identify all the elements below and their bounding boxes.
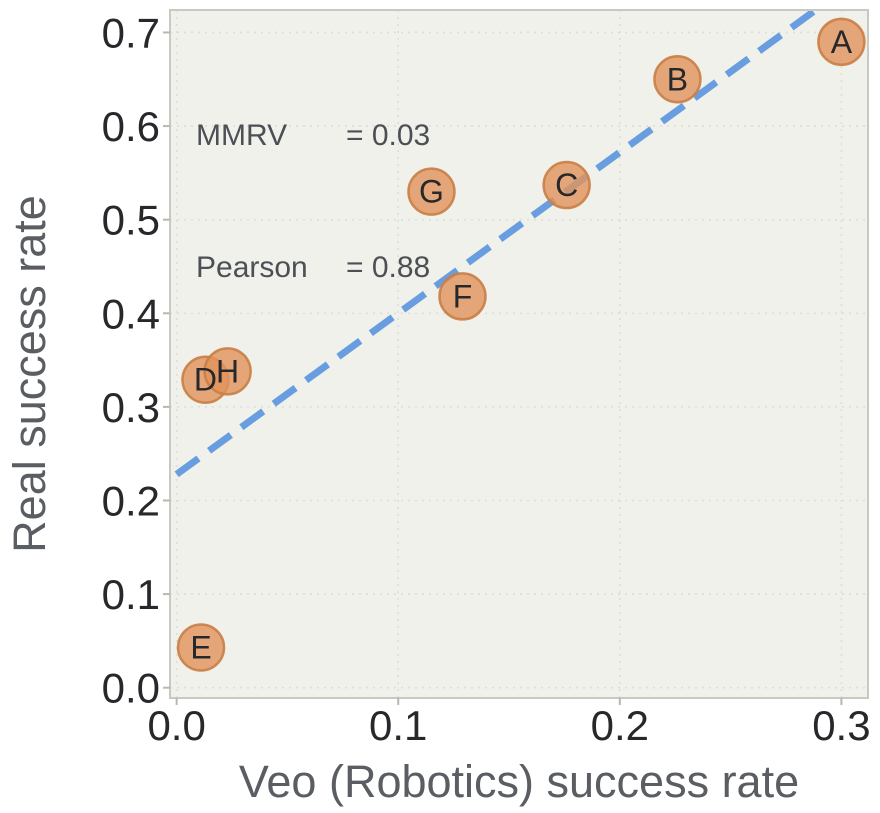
data-point-E — [176, 623, 226, 672]
data-point-C — [542, 160, 591, 210]
data-point-label-C: C — [555, 167, 578, 203]
data-point-F — [438, 272, 487, 321]
x-tick-label: 0.2 — [591, 702, 649, 749]
trend-line — [174, 10, 818, 478]
x-tick-label: 0.1 — [369, 702, 427, 749]
x-tick-label: 0.3 — [812, 702, 870, 749]
data-point-A — [817, 17, 866, 67]
data-point-label-B: B — [667, 61, 688, 97]
y-tick-label: 0.5 — [102, 197, 160, 244]
y-tick-label: 0.0 — [102, 665, 160, 712]
pearson-annotation-line: Pearson = 0.88 — [196, 246, 430, 290]
data-point-H — [203, 347, 252, 396]
plot-background — [170, 10, 868, 698]
y-tick-label: 0.1 — [102, 571, 160, 618]
plot-border — [169, 9, 869, 699]
y-tick-label: 0.7 — [102, 9, 160, 56]
data-point-B — [653, 55, 702, 104]
mmrv-label: MMRV — [196, 119, 288, 152]
data-point-G — [407, 167, 456, 216]
mmrv-value: = 0.03 — [346, 119, 431, 152]
pearson-label: Pearson — [196, 251, 308, 284]
y-tick-label: 0.4 — [102, 290, 160, 337]
data-point-label-G: G — [419, 174, 444, 210]
data-point-label-E: E — [190, 629, 211, 665]
x-axis-title: Veo (Robotics) success rate — [238, 756, 800, 807]
y-axis-title: Real success rate — [4, 195, 55, 553]
mmrv-annotation-line: MMRV = 0.03 — [196, 114, 430, 158]
pearson-value: = 0.88 — [346, 251, 431, 284]
y-tick-label: 0.3 — [102, 384, 160, 431]
stats-annotation: MMRV = 0.03 Pearson = 0.88 — [196, 26, 430, 378]
data-point-label-H: H — [216, 353, 239, 389]
data-point-label-A: A — [831, 24, 853, 60]
y-tick-label: 0.2 — [102, 477, 160, 524]
y-tick-label: 0.6 — [102, 103, 160, 150]
data-point-label-D: D — [194, 362, 217, 398]
x-tick-label: 0.0 — [147, 702, 205, 749]
data-point-label-F: F — [453, 278, 473, 314]
